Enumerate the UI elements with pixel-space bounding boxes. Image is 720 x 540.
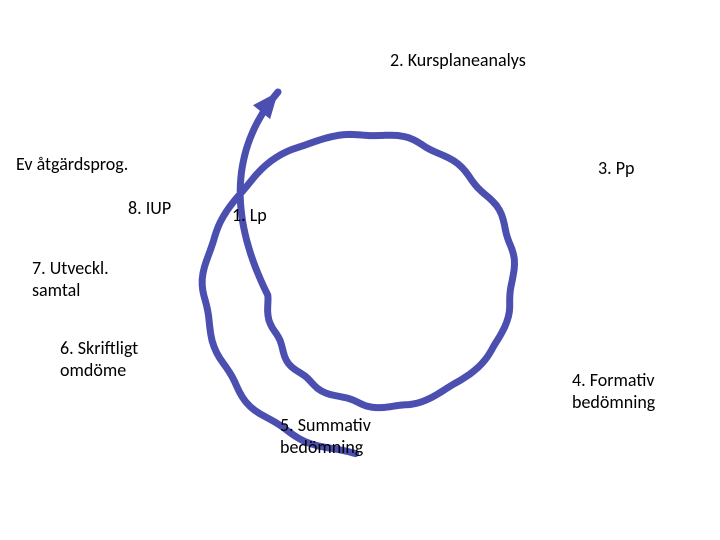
diagram-canvas: 2. Kursplaneanalys Ev åtgärdsprog. 3. Pp… xyxy=(0,0,720,540)
label-step2: 2. Kursplaneanalys xyxy=(390,50,526,72)
label-step7: 7. Utveckl. samtal xyxy=(32,258,109,301)
spiral-arrowhead xyxy=(253,92,278,119)
label-step5: 5. Summativ bedömning xyxy=(280,415,371,458)
label-step6: 6. Skriftligt omdöme xyxy=(60,338,138,381)
spiral-path xyxy=(202,92,514,454)
label-step1: 1. Lp xyxy=(232,205,267,227)
label-step3: 3. Pp xyxy=(598,158,635,180)
label-step8: 8. IUP xyxy=(128,198,171,220)
label-step4: 4. Formativ bedömning xyxy=(572,370,655,413)
label-extra: Ev åtgärdsprog. xyxy=(16,154,128,176)
